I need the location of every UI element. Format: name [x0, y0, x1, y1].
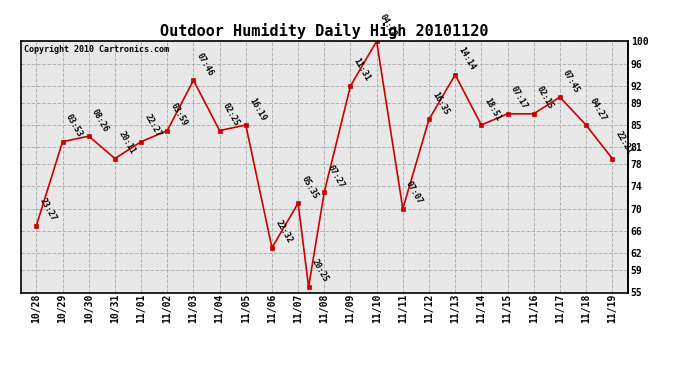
- Text: 07:17: 07:17: [509, 85, 529, 111]
- Text: 18:51: 18:51: [483, 96, 503, 122]
- Text: 02:15: 02:15: [535, 85, 555, 111]
- Text: 04:18: 04:18: [378, 12, 398, 39]
- Text: 08:26: 08:26: [90, 107, 110, 134]
- Text: 02:25: 02:25: [221, 102, 242, 128]
- Text: 03:53: 03:53: [64, 113, 84, 139]
- Text: 07:27: 07:27: [326, 163, 346, 189]
- Text: 23:27: 23:27: [38, 196, 58, 223]
- Text: 07:46: 07:46: [195, 51, 215, 78]
- Text: 22:21: 22:21: [613, 130, 634, 156]
- Text: 22:32: 22:32: [273, 219, 294, 245]
- Title: Outdoor Humidity Daily High 20101120: Outdoor Humidity Daily High 20101120: [160, 23, 489, 39]
- Text: 16:19: 16:19: [247, 96, 268, 122]
- Text: 03:59: 03:59: [168, 102, 189, 128]
- Text: 22:27: 22:27: [142, 113, 163, 139]
- Text: 16:35: 16:35: [431, 90, 451, 117]
- Text: 07:07: 07:07: [404, 180, 424, 206]
- Text: 11:31: 11:31: [352, 57, 372, 83]
- Text: 20:25: 20:25: [310, 258, 331, 284]
- Text: Copyright 2010 Cartronics.com: Copyright 2010 Cartronics.com: [23, 45, 169, 54]
- Text: 14:14: 14:14: [457, 46, 477, 72]
- Text: 07:45: 07:45: [561, 68, 582, 94]
- Text: 05:35: 05:35: [299, 174, 319, 200]
- Text: 20:11: 20:11: [117, 130, 137, 156]
- Text: 04:27: 04:27: [587, 96, 608, 122]
